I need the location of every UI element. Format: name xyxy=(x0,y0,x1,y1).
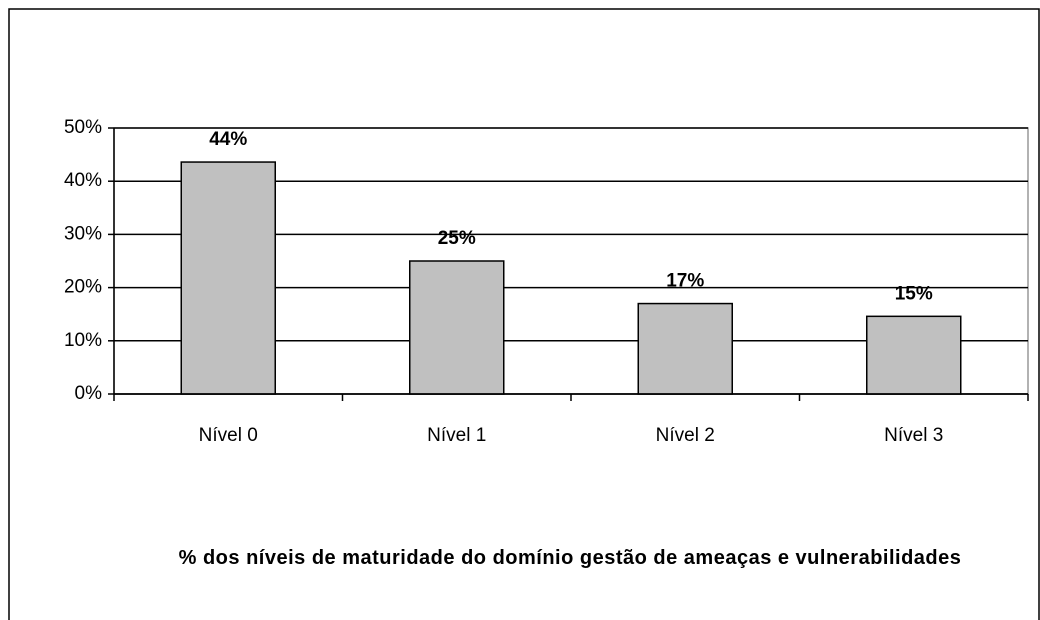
value-label: 17% xyxy=(666,271,704,292)
y-tick-label: 20% xyxy=(64,277,102,298)
value-label: 15% xyxy=(895,283,933,304)
x-tick-label: Nível 2 xyxy=(656,425,715,446)
y-tick-label: 0% xyxy=(75,383,103,404)
value-label: 25% xyxy=(438,228,476,249)
bar xyxy=(866,315,962,395)
bar xyxy=(637,302,733,395)
x-tick-label: Nível 0 xyxy=(199,425,258,446)
value-label: 44% xyxy=(209,129,247,150)
y-tick-label: 30% xyxy=(64,223,102,244)
bar xyxy=(180,161,276,395)
y-tick-label: 10% xyxy=(64,330,102,351)
x-tick-label: Nível 1 xyxy=(427,425,486,446)
x-tick-label: Nível 3 xyxy=(884,425,943,446)
chart-title: % dos níveis de maturidade do domínio ge… xyxy=(178,547,962,569)
bar xyxy=(409,260,505,395)
chart-border xyxy=(8,8,1040,620)
y-tick-label: 40% xyxy=(64,170,102,191)
y-tick-label: 50% xyxy=(64,117,102,138)
